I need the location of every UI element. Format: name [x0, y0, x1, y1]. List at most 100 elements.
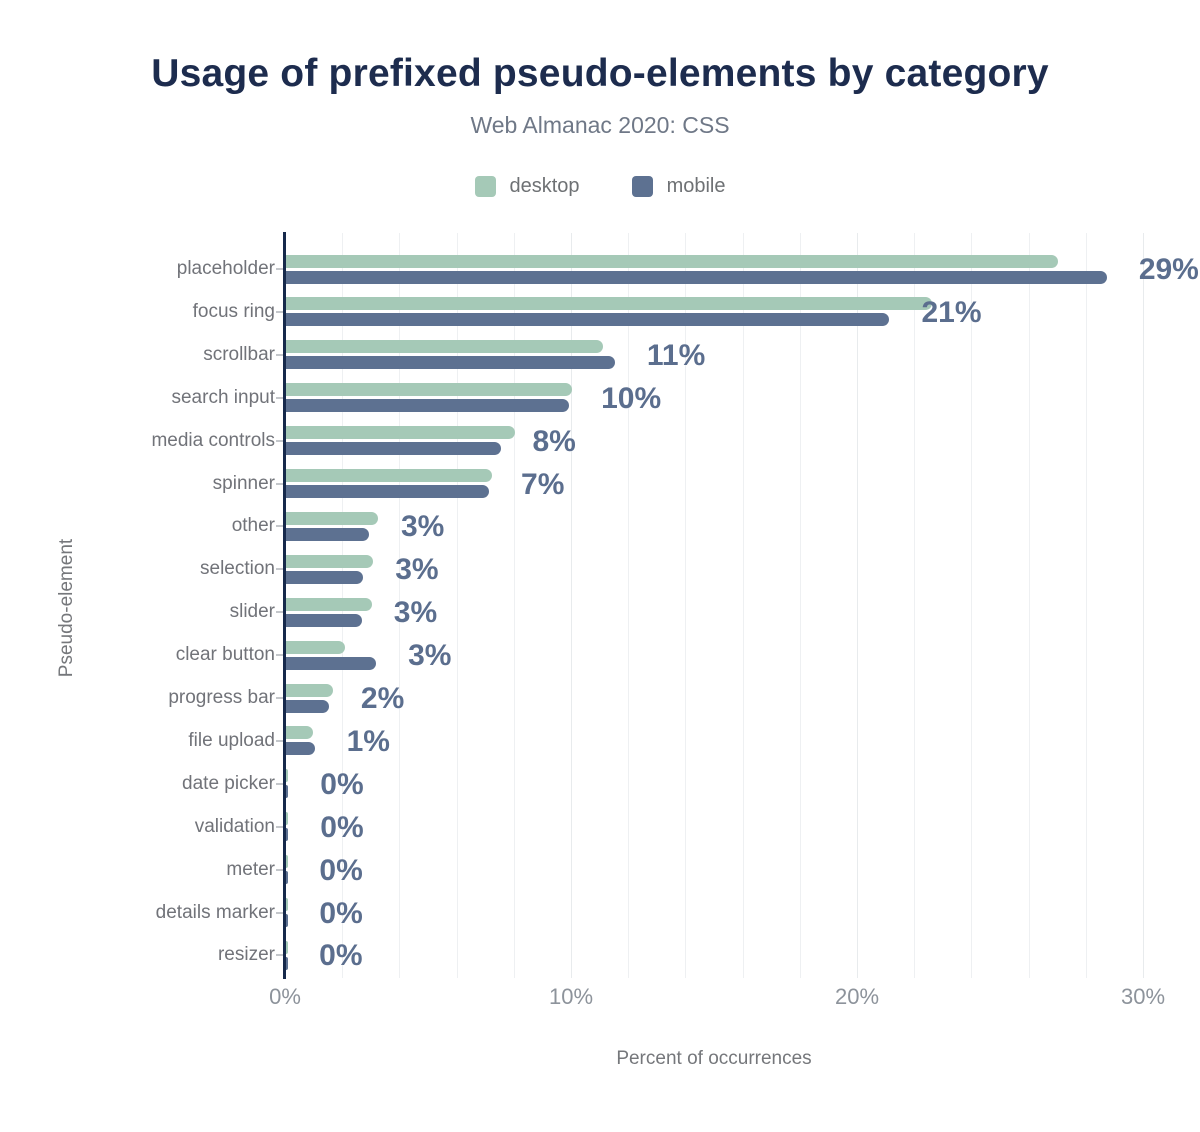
bar-desktop-progress-bar: [286, 683, 334, 697]
bar-mobile-other: [286, 527, 369, 541]
bar-desktop-spinner: [286, 469, 492, 482]
gridline-major: [571, 233, 572, 978]
value-label: 3%: [400, 510, 445, 544]
legend-label: desktop: [509, 175, 580, 197]
value-label: 8%: [532, 424, 576, 458]
category-label: media controls: [151, 429, 275, 451]
category-tick: [276, 697, 283, 699]
gridline-minor: [513, 233, 515, 978]
category-label: validation: [194, 815, 275, 837]
value-label: 0%: [320, 810, 364, 844]
legend-item-mobile: mobile: [631, 175, 726, 198]
category-label: scrollbar: [203, 343, 275, 365]
x-axis-title: Percent of occurrences: [616, 1048, 812, 1069]
category-label: selection: [200, 558, 275, 580]
gridline-minor: [1085, 233, 1087, 978]
bar-desktop-validation: [286, 812, 289, 826]
category-tick: [276, 568, 283, 571]
bar-desktop-clear-button: [286, 640, 345, 654]
y-axis-line: [283, 232, 286, 979]
category-label: clear button: [175, 644, 275, 666]
category-tick: [276, 654, 283, 657]
value-label: 3%: [393, 596, 438, 630]
category-label: file upload: [188, 729, 275, 751]
category-label: other: [231, 515, 275, 537]
value-label: 3%: [408, 639, 452, 673]
value-label: 10%: [601, 381, 662, 415]
bar-desktop-other: [286, 511, 378, 525]
bar-desktop-slider: [286, 597, 372, 611]
bar-mobile-scrollbar: [286, 356, 615, 370]
category-label: meter: [226, 858, 275, 880]
value-label: 3%: [395, 553, 439, 587]
value-label: 7%: [521, 467, 565, 501]
bar-desktop-meter: [286, 855, 288, 869]
gridline-minor: [1028, 233, 1030, 978]
category-tick: [276, 782, 283, 785]
category-tick: [276, 482, 283, 485]
legend: desktop mobile: [0, 175, 1200, 198]
category-tick: [276, 353, 283, 356]
bar-mobile-date-picker: [286, 785, 289, 799]
gridline-minor: [914, 233, 916, 978]
bar-desktop-selection: [286, 554, 374, 568]
category-label: details marker: [155, 901, 275, 923]
category-label: progress bar: [168, 687, 275, 708]
gridline-minor: [971, 233, 973, 978]
category-tick: [276, 954, 283, 957]
bar-desktop-resizer: [286, 940, 288, 954]
bar-desktop-placeholder: [286, 254, 1059, 268]
bar-mobile-details-marker: [286, 914, 288, 927]
category-tick: [276, 739, 283, 742]
bar-mobile-progress-bar: [286, 699, 329, 713]
gridline-minor: [742, 233, 744, 978]
category-tick: [276, 611, 283, 614]
bar-desktop-details-marker: [286, 898, 288, 911]
category-tick: [276, 396, 283, 399]
bar-desktop-scrollbar: [286, 340, 604, 354]
category-tick: [276, 439, 283, 442]
x-tick-label: 30%: [1120, 984, 1166, 1009]
bar-mobile-focus-ring: [286, 313, 890, 327]
category-tick: [276, 911, 283, 914]
bar-desktop-file-upload: [286, 726, 314, 740]
value-label: 1%: [346, 724, 390, 758]
category-label: search input: [171, 386, 275, 408]
category-label: slider: [229, 601, 275, 623]
gridline-minor: [685, 233, 687, 978]
category-tick: [276, 268, 283, 270]
gridline-minor: [456, 233, 458, 978]
x-tick-label: 0%: [269, 984, 301, 1009]
category-label: placeholder: [176, 258, 275, 279]
bar-mobile-resizer: [286, 956, 288, 970]
gridline-minor: [628, 233, 630, 978]
value-label: 2%: [360, 682, 405, 715]
x-tick-label: 20%: [834, 984, 880, 1009]
bar-mobile-selection: [286, 570, 364, 584]
bar-mobile-file-upload: [286, 742, 315, 756]
value-label: 0%: [319, 853, 363, 887]
bar-desktop-date-picker: [286, 769, 289, 783]
bar-desktop-focus-ring: [286, 297, 933, 311]
value-label: 0%: [320, 767, 364, 801]
bar-mobile-clear-button: [286, 656, 377, 670]
x-tick-label: 10%: [548, 984, 594, 1009]
gridline-minor: [799, 233, 801, 978]
bar-mobile-meter: [286, 871, 288, 885]
category-tick: [276, 525, 283, 528]
value-label: 11%: [646, 338, 706, 372]
bar-desktop-media-controls: [286, 426, 515, 440]
bar-mobile-placeholder: [286, 270, 1107, 284]
category-tick: [276, 825, 283, 828]
gridline-major: [857, 233, 858, 978]
chart-title: Usage of prefixed pseudo-elements by cat…: [151, 52, 1049, 95]
gridline-major: [1143, 233, 1144, 978]
bar-mobile-validation: [286, 828, 289, 842]
legend-label: mobile: [666, 175, 726, 197]
value-label: 21%: [921, 295, 982, 329]
value-label: 0%: [319, 896, 363, 930]
category-label: resizer: [217, 944, 275, 966]
bar-mobile-slider: [286, 613, 362, 627]
